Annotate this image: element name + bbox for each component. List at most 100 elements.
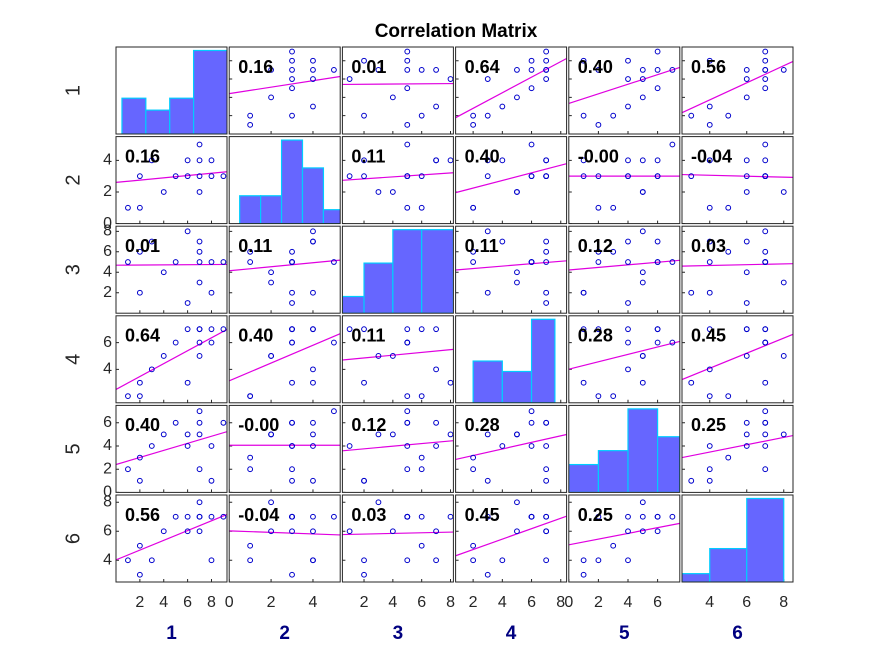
point xyxy=(743,94,750,101)
point xyxy=(762,57,769,64)
point xyxy=(136,571,143,578)
point xyxy=(289,513,295,520)
point xyxy=(543,528,550,535)
point xyxy=(389,528,396,535)
point xyxy=(268,431,274,438)
panel-frame xyxy=(455,494,568,583)
point xyxy=(639,379,646,386)
point xyxy=(743,419,750,426)
point xyxy=(220,259,227,265)
fit-line xyxy=(682,60,793,114)
histogram-bar xyxy=(192,49,227,134)
histogram-bar xyxy=(530,318,556,403)
point xyxy=(528,513,535,520)
point xyxy=(361,57,367,64)
point xyxy=(762,85,769,92)
y-tick-label: 8 xyxy=(103,493,112,510)
histogram-bar xyxy=(342,295,365,314)
point xyxy=(404,339,411,346)
fit-line xyxy=(455,515,567,557)
point xyxy=(361,557,367,564)
point xyxy=(669,339,676,346)
x-tick-label: 0 xyxy=(225,594,234,611)
fit-line xyxy=(116,171,227,184)
panel-frame xyxy=(568,315,681,404)
y-tick-label: 4 xyxy=(103,437,112,454)
histogram-bar xyxy=(392,229,423,314)
point xyxy=(514,189,520,195)
point xyxy=(148,157,155,164)
point xyxy=(125,393,131,400)
point xyxy=(654,528,661,535)
panel xyxy=(682,228,793,314)
point xyxy=(470,466,477,473)
point xyxy=(404,408,411,415)
x-tick-label: 6 xyxy=(653,594,662,611)
histogram-bar xyxy=(746,497,785,582)
point xyxy=(433,326,440,333)
point xyxy=(196,189,203,195)
point xyxy=(136,477,143,484)
panel xyxy=(568,48,680,134)
chart-title: Correlation Matrix xyxy=(375,21,538,42)
point xyxy=(433,443,440,449)
point xyxy=(447,76,454,82)
correlation-label: 0.11 xyxy=(238,236,272,256)
panel xyxy=(682,408,793,493)
point xyxy=(528,408,535,415)
point xyxy=(762,466,769,473)
point xyxy=(289,57,295,64)
point xyxy=(310,103,316,110)
point xyxy=(208,289,215,296)
point xyxy=(404,443,411,449)
point xyxy=(706,157,713,164)
x-tick-label: 6 xyxy=(742,594,751,611)
point xyxy=(762,173,769,180)
point xyxy=(514,528,520,535)
point xyxy=(743,173,750,180)
point xyxy=(625,173,631,180)
point xyxy=(160,431,167,438)
panel xyxy=(682,48,793,134)
histogram-bar xyxy=(472,360,503,403)
point xyxy=(331,513,337,520)
point xyxy=(625,326,631,333)
point xyxy=(762,259,769,265)
point xyxy=(484,228,491,235)
panel-frame xyxy=(681,315,794,404)
point xyxy=(580,557,587,564)
point xyxy=(433,557,440,564)
correlation-label: 0.56 xyxy=(691,57,726,77)
point xyxy=(404,66,411,73)
point xyxy=(780,353,787,359)
point xyxy=(375,66,382,73)
point xyxy=(289,48,295,55)
point xyxy=(433,419,440,426)
x-tick-label: 4 xyxy=(705,594,714,611)
point xyxy=(247,259,254,265)
point xyxy=(184,379,191,386)
point xyxy=(743,326,750,333)
panel-frame xyxy=(568,494,681,583)
point xyxy=(780,189,787,195)
panel xyxy=(568,326,680,403)
panel-frame xyxy=(681,404,794,493)
point xyxy=(654,339,661,346)
point xyxy=(136,289,143,296)
point xyxy=(580,157,587,164)
point xyxy=(528,57,535,64)
panel-frame xyxy=(568,404,681,493)
point xyxy=(625,366,631,373)
point xyxy=(196,173,203,180)
point xyxy=(743,157,750,164)
fit-line xyxy=(568,522,680,546)
panel-frame xyxy=(228,225,341,314)
point xyxy=(528,419,535,426)
histogram-bar xyxy=(280,139,304,224)
point xyxy=(514,94,520,101)
point xyxy=(196,248,203,255)
row-label: 3 xyxy=(62,264,84,275)
point xyxy=(514,279,520,286)
panel xyxy=(568,408,680,493)
fit-line xyxy=(682,434,793,459)
